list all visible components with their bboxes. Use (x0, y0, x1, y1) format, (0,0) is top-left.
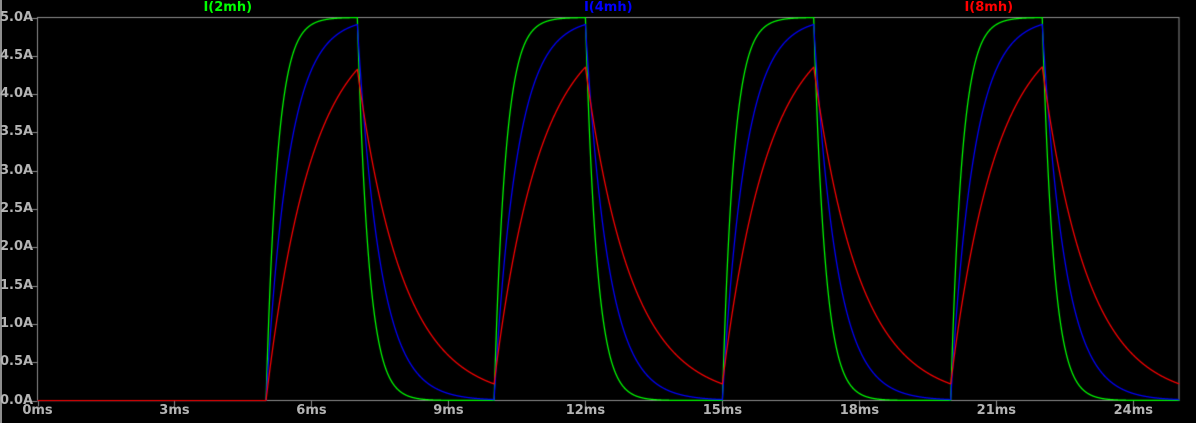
x-tick-label: 3ms (159, 403, 190, 418)
x-tick-label: 0ms (22, 403, 53, 418)
x-tick-label: 18ms (839, 403, 880, 418)
x-tick-label: 21ms (976, 403, 1017, 418)
x-tick-label: 15ms (702, 403, 743, 418)
y-tick-label: 4.5A (0, 47, 34, 63)
y-tick-label: 2.5A (0, 201, 34, 216)
y-tick-label: 0.5A (0, 354, 34, 370)
y-tick-label: 1.5A (0, 277, 34, 293)
y-tick-label: 0.0A (0, 392, 34, 408)
x-tick-label: 24ms (1113, 403, 1154, 418)
y-tick-label: 3.0A (0, 162, 34, 178)
legend-trace-i4mh[interactable]: I(4mh) (583, 0, 633, 15)
pane-left-edge (0, 0, 2, 423)
y-tick-label: 2.0A (0, 239, 34, 255)
x-tick-label: 12ms (565, 403, 606, 418)
y-tick-label: 3.5A (0, 124, 34, 140)
x-tick-label: 9ms (433, 403, 464, 418)
y-tick-label: 5.0A (0, 9, 34, 25)
y-tick-label: 4.0A (0, 86, 34, 102)
x-tick-label: 6ms (296, 403, 327, 418)
legend-trace-i8mh[interactable]: I(8mh) (964, 0, 1014, 15)
y-tick-label: 1.0A (0, 315, 34, 331)
legend-trace-i2mh[interactable]: I(2mh) (203, 0, 253, 15)
